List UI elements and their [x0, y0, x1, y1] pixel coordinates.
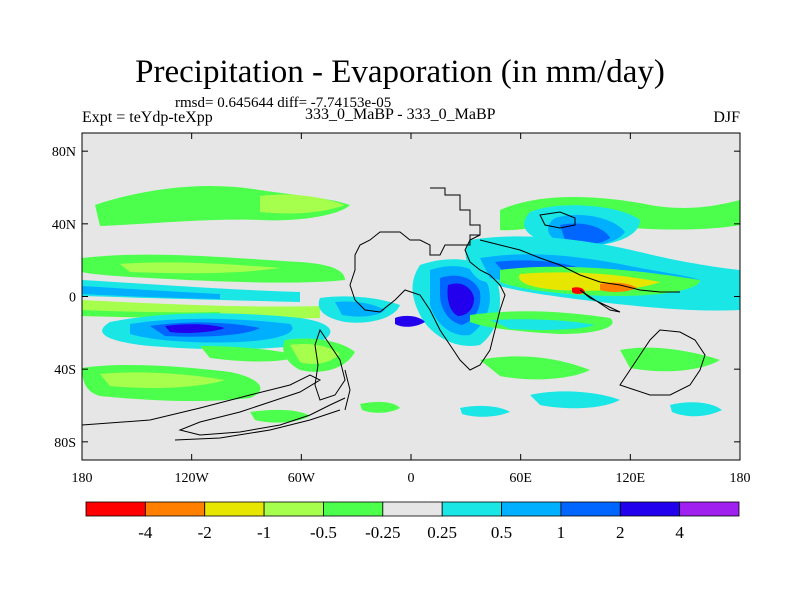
contour-spcz-green — [200, 346, 300, 362]
colorbar-swatch — [263, 501, 324, 517]
colorbar-swatch — [619, 501, 681, 517]
contour-atlantic-blue — [335, 301, 385, 317]
chart-title: Precipitation - Evaporation (in mm/day) — [135, 54, 665, 90]
latitude-axis: 80N 40N 0 40S 80S — [52, 145, 740, 451]
contour-atlantic-navy — [395, 315, 425, 327]
colorbar-label: 2 — [616, 523, 625, 542]
colorbar-swatch — [204, 501, 265, 517]
contour-sh-cyan-3 — [670, 402, 722, 417]
contour-trop-cyan — [82, 280, 300, 302]
colorbar-label: -4 — [138, 523, 153, 542]
contour-trop-blue — [82, 286, 220, 299]
colorbar-swatch — [501, 501, 562, 517]
contour-trop-lightgreen — [120, 262, 280, 274]
colorbar-swatch — [560, 501, 621, 517]
contour-africa-navy — [447, 283, 474, 316]
contour-indian-orange — [600, 282, 637, 293]
colorbar-swatch — [323, 501, 384, 517]
contour-indian-red — [572, 287, 585, 294]
season-label: DJF — [713, 109, 740, 126]
contour-spcz-navy — [165, 324, 225, 333]
lon-tick-label: 0 — [408, 471, 415, 486]
colorbar-label: 0.25 — [427, 523, 457, 542]
contour-sh-green-east — [480, 356, 590, 380]
contour-so-green-3 — [360, 401, 400, 413]
colorbar-label: -2 — [198, 523, 212, 542]
field-contours — [82, 185, 740, 441]
colorbar-label: 1 — [557, 523, 566, 542]
contour-asia-darkblue — [560, 223, 610, 245]
coastlines — [82, 187, 706, 441]
comparison-label: 333_0_MaBP - 333_0_MaBP — [305, 106, 496, 123]
lon-tick-label: 180 — [72, 471, 93, 486]
contour-sh-cyan — [530, 391, 620, 409]
lon-tick-label: 60E — [509, 471, 532, 486]
lat-tick-label: 40N — [52, 218, 76, 233]
contour-nh-band-light — [260, 194, 345, 214]
contour-sh-green-far — [620, 347, 720, 372]
colorbar-label: -0.5 — [310, 523, 337, 542]
longitude-axis: 180 120W 60W 0 60E 120E 180 — [72, 133, 751, 486]
colorbar-swatch — [441, 501, 502, 517]
colorbar-label: -0.25 — [365, 523, 400, 542]
contour-so-lightgreen — [100, 372, 225, 388]
colorbar-swatch — [85, 501, 146, 517]
contour-sh-cyan-2 — [460, 405, 510, 417]
rmsd-diff-stats: rmsd= 0.645644 diff= -7.74153e-05 — [175, 95, 392, 111]
colorbar: -4 -2 -1 -0.5 -0.25 0.25 0.5 1 2 4 — [85, 501, 740, 542]
contour-so-green-2 — [250, 409, 310, 423]
colorbar-label: 0.5 — [491, 523, 512, 542]
lat-tick-label: 40S — [54, 363, 76, 378]
lon-tick-label: 180 — [730, 471, 751, 486]
contour-indian-cyan — [490, 319, 595, 330]
colorbar-swatch — [382, 501, 443, 517]
contour-sh-lightgreen — [290, 344, 340, 364]
lon-tick-label: 120W — [175, 471, 210, 486]
colorbar-swatch — [144, 501, 206, 517]
lat-tick-label: 80S — [54, 436, 76, 451]
colorbar-swatch — [679, 501, 740, 517]
lon-tick-label: 60W — [288, 471, 316, 486]
colorbar-label: -1 — [257, 523, 271, 542]
lon-tick-label: 120E — [616, 471, 646, 486]
experiment-label: Expt = teYdp-teXpp — [82, 109, 213, 126]
lat-tick-label: 0 — [69, 291, 76, 306]
lat-tick-label: 80N — [52, 145, 76, 160]
colorbar-label: 4 — [675, 523, 684, 542]
